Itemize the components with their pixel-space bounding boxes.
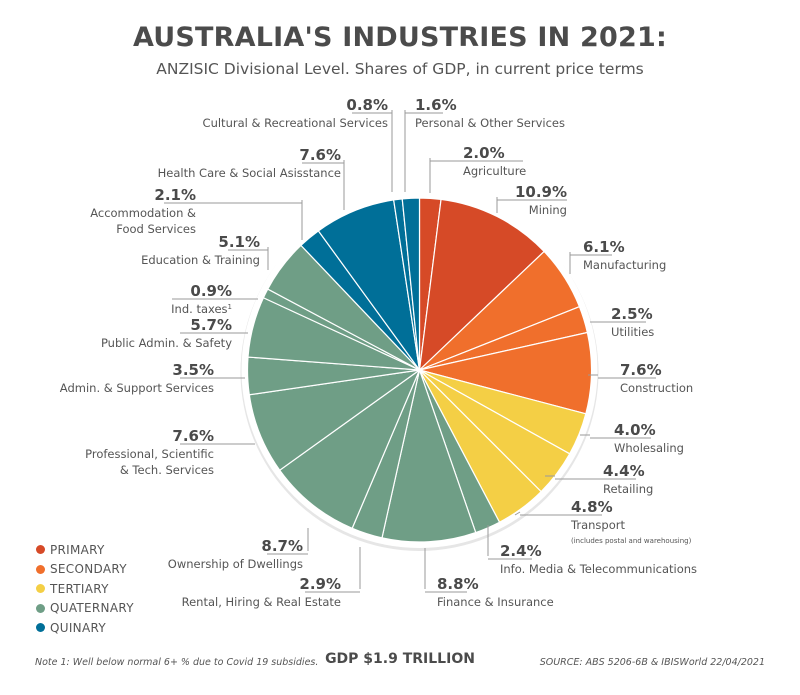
data-label-pct: 10.9% (515, 183, 567, 201)
label-ownership-of-dwellings: 8.7% Ownership of Dwellings (168, 528, 309, 571)
pie-slice-finance-insurance (381, 367, 477, 543)
label-public-admin-safety: 5.7% Public Admin. & Safety (101, 316, 248, 350)
data-label-name: Utilities (611, 325, 654, 339)
data-label-name: Health Care & Social Asisstance (158, 166, 341, 180)
data-label-pct: 4.0% (614, 421, 656, 439)
label-info-media-telecommunications: 2.4% Info. Media & Telecommunications (487, 525, 697, 576)
chart-title: AUSTRALIA'S INDUSTRIES IN 2021: (133, 22, 667, 53)
data-label-pct: 2.1% (154, 186, 196, 204)
source-credit: SOURCE: ABS 5206-6B & IBISWorld 22/04/20… (539, 657, 765, 668)
legend-item-tertiary: TERTIARY (36, 579, 134, 599)
pie-slice-ownership-of-dwellings (278, 368, 421, 530)
label-utilities: 2.5% Utilities (590, 305, 654, 339)
legend-label: TERTIARY (50, 581, 109, 596)
chart-subtitle: ANZISIC Divisional Level. Shares of GDP,… (156, 60, 644, 78)
data-label-name: Wholesaling (614, 441, 684, 455)
leader-line (514, 511, 521, 516)
label-agriculture: 2.0% Agriculture (429, 144, 526, 193)
label-mining: 10.9% Mining (496, 183, 567, 217)
label-manufacturing: 6.1% Manufacturing (569, 238, 666, 274)
data-label-name: Mining (529, 203, 567, 217)
data-label-name: Manufacturing (583, 258, 666, 272)
legend-dot-icon (36, 564, 45, 574)
data-label-name: Accommodation & (90, 206, 196, 220)
data-label-pct: 7.6% (620, 361, 662, 379)
data-label-pct: 2.9% (299, 575, 341, 593)
label-health-care-social-asisstance: 7.6% Health Care & Social Asisstance (158, 146, 345, 210)
legend-item-secondary: SECONDARY (36, 560, 134, 580)
pie-slice-personal-other-services (401, 197, 421, 371)
legend-label: PRIMARY (50, 542, 105, 557)
data-label-name: Construction (620, 381, 693, 395)
legend-dot-icon (36, 545, 45, 555)
legend-item-primary: PRIMARY (36, 540, 134, 560)
label-rental-hiring-real-estate: 2.9% Rental, Hiring & Real Estate (182, 547, 361, 609)
data-label-pct: 8.7% (261, 537, 303, 555)
data-label-pct: 7.6% (299, 146, 341, 164)
legend-dot-icon (36, 623, 45, 633)
footnote: Note 1: Well below normal 6+ % due to Co… (35, 657, 319, 668)
label-education-training: 5.1% Education & Training (141, 233, 269, 270)
data-label-pct: 0.9% (190, 282, 232, 300)
data-label-name: Transport (570, 518, 625, 532)
data-label-name: Finance & Insurance (437, 595, 554, 609)
data-label-pct: 3.5% (172, 361, 214, 379)
data-label-name: Ind. taxes1 (171, 302, 232, 316)
data-label-name: Food Services (116, 222, 196, 236)
data-label-pct: 2.5% (611, 305, 653, 323)
label-transport: 4.8% Transport (includes postal and wareho… (514, 498, 692, 545)
pie-slices (240, 192, 599, 551)
legend-label: SECONDARY (50, 562, 127, 577)
label-construction: 7.6% Construction (588, 361, 693, 395)
data-label-pct: 8.8% (437, 575, 479, 593)
data-label-pct: 7.6% (172, 427, 214, 445)
data-label-name: & Tech. Services (120, 463, 214, 477)
data-label-pct: 4.8% (571, 498, 613, 516)
pie-labels: 2.0% Agriculture 10.9% Mining 6.1% Manufactur… (60, 96, 697, 609)
label-accommodation-food-services: 2.1% Accommodation & Food Services (90, 186, 303, 240)
gdp-total: GDP $1.9 TRILLION (325, 651, 475, 667)
data-label-pct: 2.4% (500, 542, 542, 560)
label-professional-scientific-tech-services: 7.6% Professional, Scientific & Tech. Serv… (85, 427, 255, 477)
data-label-name: Cultural & Recreational Services (203, 116, 388, 130)
data-label-name: Ownership of Dwellings (168, 557, 303, 571)
legend-label: QUINARY (50, 620, 106, 635)
label-ind-taxes: 0.9% Ind. taxes1 (171, 282, 258, 316)
data-label-name: Professional, Scientific (85, 447, 214, 461)
data-label-pct: 2.0% (463, 144, 505, 162)
label-retailing: 4.4% Retailing (545, 462, 653, 496)
data-label-pct: 5.1% (218, 233, 260, 251)
label-admin-support-services: 3.5% Admin. & Support Services (60, 361, 245, 395)
data-label-pct: 4.4% (603, 462, 645, 480)
legend-label: QUATERNARY (50, 601, 134, 616)
data-label-name: Info. Media & Telecommunications (500, 562, 697, 576)
data-label-pct: 5.7% (190, 316, 232, 334)
label-finance-insurance: 8.8% Finance & Insurance (424, 548, 554, 609)
legend-item-quinary: QUINARY (36, 618, 134, 638)
pie-slice-mining (418, 198, 545, 372)
data-label-pct: 6.1% (583, 238, 625, 256)
label-cultural-recreational-services: 0.8% Cultural & Recreational Services (203, 96, 393, 192)
data-label-name: Education & Training (141, 253, 260, 267)
data-label-name: Personal & Other Services (415, 116, 565, 130)
data-label-pct: 1.6% (415, 96, 457, 114)
data-label-pct: 0.8% (346, 96, 388, 114)
label-wholesaling: 4.0% Wholesaling (580, 421, 684, 455)
data-label-name: Admin. & Support Services (60, 381, 214, 395)
data-label-name: Public Admin. & Safety (101, 336, 232, 350)
legend-item-quaternary: QUATERNARY (36, 599, 134, 619)
data-label-note: (includes postal and warehousing) (571, 537, 692, 545)
legend-dot-icon (36, 603, 45, 613)
data-label-name: Rental, Hiring & Real Estate (182, 595, 341, 609)
data-label-name: Agriculture (463, 164, 526, 178)
legend-dot-icon (36, 584, 45, 594)
legend: PRIMARY SECONDARY TERTIARY QUATERNARY QU… (36, 540, 134, 638)
label-personal-other-services: 1.6% Personal & Other Services (404, 96, 565, 192)
data-label-name: Retailing (603, 482, 653, 496)
